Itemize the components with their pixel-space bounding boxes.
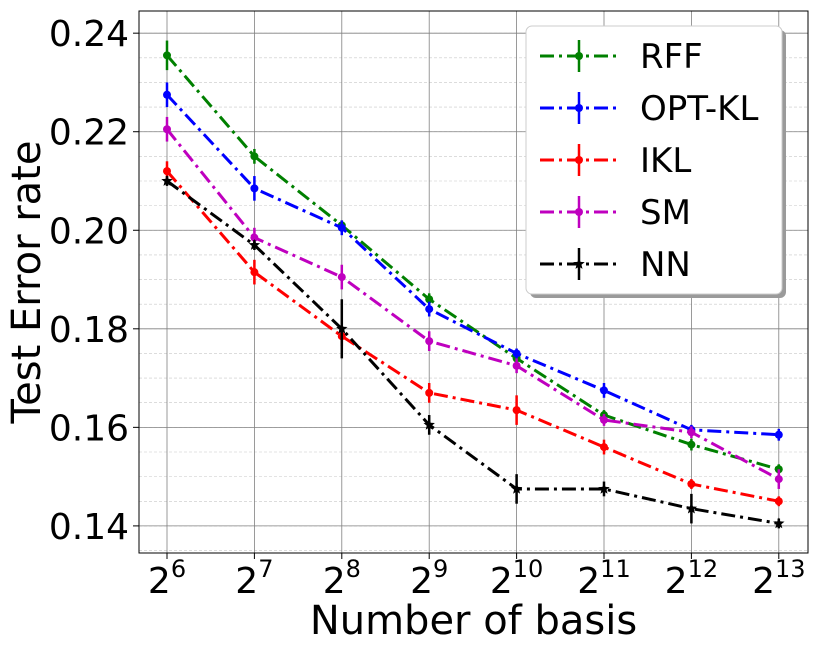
data-point: [423, 418, 435, 430]
data-point: [773, 517, 785, 529]
data-point: [512, 361, 521, 370]
data-point: [600, 443, 608, 452]
series-layer: [161, 40, 785, 529]
data-point: [163, 167, 171, 176]
data-point: [687, 480, 696, 489]
data-point: [337, 273, 346, 282]
data-point: [598, 482, 610, 494]
x-tick-exponent: 9: [433, 555, 448, 583]
legend-marker: [573, 258, 585, 269]
y-tick-label: 0.18: [49, 310, 129, 351]
x-tick-exponent: 11: [600, 555, 631, 583]
series-ikl: [163, 161, 783, 507]
series-line: [165, 170, 780, 503]
data-point: [425, 305, 434, 314]
legend-label: IKL: [640, 141, 691, 181]
x-tick-exponent: 12: [688, 555, 719, 583]
x-axis-ticks: 26 27 28 29 210 211 212 213: [148, 553, 806, 602]
data-point: [687, 428, 696, 437]
x-tick-label: 27: [235, 555, 273, 602]
legend: RFF OPT-KL IKL SM NN: [525, 25, 786, 298]
data-point: [774, 497, 783, 506]
data-point: [685, 502, 698, 514]
data-point: [250, 152, 259, 161]
x-tick-exponent: 10: [513, 555, 544, 583]
legend-label: NN: [640, 245, 691, 285]
legend-item: RFF: [540, 37, 703, 77]
legend-label: SM: [640, 193, 691, 233]
x-tick-base: 2: [490, 561, 513, 602]
x-tick-base: 2: [752, 561, 775, 602]
y-tick-label: 0.14: [49, 507, 129, 548]
x-tick-base: 2: [410, 561, 433, 602]
data-point: [600, 415, 608, 424]
x-tick-label: 213: [752, 555, 805, 602]
series-opt-kl: [163, 82, 783, 441]
x-axis-title: Number of basis: [310, 598, 637, 644]
data-point: [250, 268, 259, 277]
x-tick-label: 210: [490, 555, 543, 602]
series-line: [166, 179, 780, 525]
legend-label: RFF: [640, 37, 703, 77]
data-point: [336, 322, 348, 334]
data-point: [425, 295, 434, 304]
data-point: [250, 184, 259, 193]
legend-item: OPT-KL: [540, 89, 758, 129]
series-sm: [163, 116, 783, 489]
data-point: [337, 223, 346, 232]
series-line: [165, 128, 780, 481]
data-point: [250, 233, 259, 242]
y-tick-label: 0.24: [49, 14, 129, 55]
data-point: [774, 475, 783, 484]
data-point: [425, 388, 434, 397]
y-tick-label: 0.20: [49, 211, 129, 252]
y-tick-label: 0.22: [49, 113, 129, 154]
x-tick-exponent: 7: [258, 555, 273, 583]
x-tick-label: 212: [665, 555, 718, 602]
legend-item: SM: [540, 193, 691, 233]
data-point: [687, 440, 696, 449]
data-point: [163, 51, 171, 60]
legend-marker: [575, 104, 583, 112]
data-point: [774, 430, 783, 439]
x-tick-exponent: 13: [775, 555, 806, 583]
data-point: [163, 125, 171, 134]
x-tick-label: 28: [323, 555, 361, 602]
x-tick-label: 26: [148, 555, 186, 602]
series-line: [165, 54, 780, 471]
data-point: [512, 406, 521, 415]
legend-item: IKL: [540, 141, 691, 181]
x-tick-base: 2: [577, 561, 600, 602]
x-tick-label: 211: [577, 555, 630, 602]
legend-marker: [575, 208, 583, 216]
y-axis-title: Test Error rate: [4, 141, 50, 425]
data-point: [161, 174, 173, 186]
data-point: [163, 90, 171, 99]
x-tick-exponent: 6: [171, 555, 186, 583]
series-nn: [161, 174, 785, 529]
series-line: [165, 93, 779, 437]
plot-frame: [138, 10, 809, 554]
legend-marker: [575, 156, 583, 164]
x-tick-exponent: 8: [346, 555, 361, 583]
legend-box: [525, 25, 783, 295]
x-tick-base: 2: [148, 561, 171, 602]
legend-label: OPT-KL: [640, 89, 758, 129]
data-point: [600, 386, 608, 395]
x-tick-base: 2: [323, 561, 346, 602]
y-tick-label: 0.16: [49, 408, 129, 449]
x-tick-base: 2: [235, 561, 258, 602]
data-point: [425, 337, 434, 346]
y-axis-ticks: 0.14 0.16 0.18 0.20 0.22 0.24: [49, 14, 139, 548]
x-tick-base: 2: [665, 561, 688, 602]
legend-marker: [575, 52, 583, 60]
data-point: [248, 239, 261, 250]
data-point: [512, 349, 521, 358]
data-point: [510, 482, 523, 494]
legend-item: NN: [540, 245, 691, 285]
x-tick-label: 29: [410, 555, 448, 602]
